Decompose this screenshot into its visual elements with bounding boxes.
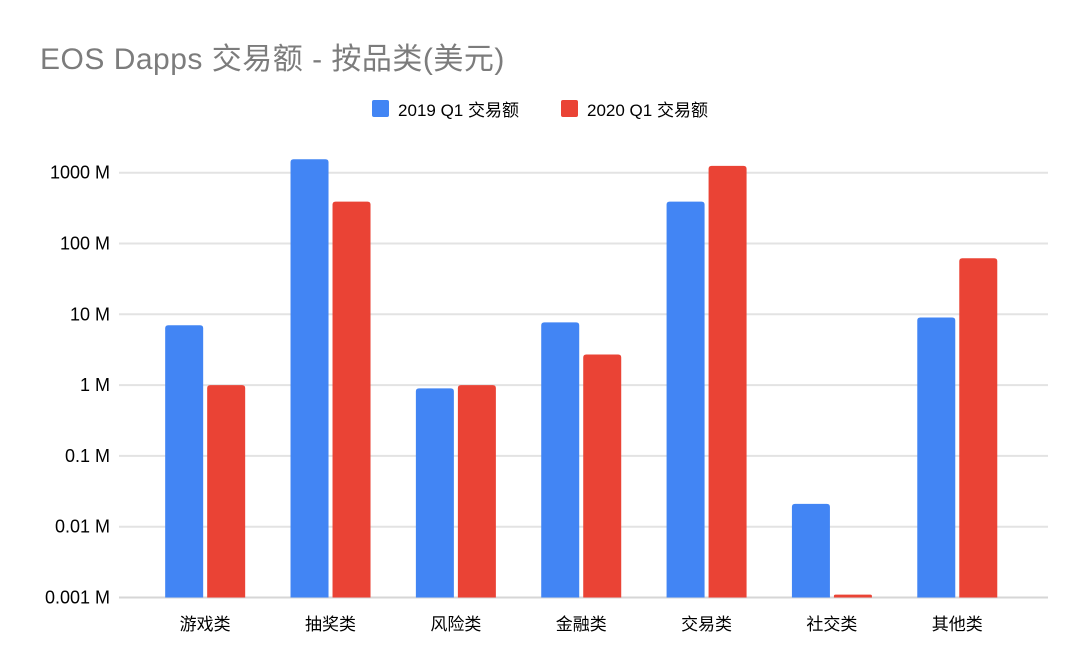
bar-2019-Q1-风险类[interactable]: [415, 388, 454, 598]
legend-item-2019-q1[interactable]: 2019 Q1 交易额: [372, 96, 519, 121]
legend-item-2020-q1[interactable]: 2020 Q1 交易额: [561, 96, 708, 121]
bar-2019-Q1-其他类[interactable]: [917, 317, 956, 598]
y-axis-tick-label: 0.01 M: [55, 517, 110, 537]
x-axis-category-label: 金融类: [556, 615, 607, 634]
legend-label: 2019 Q1 交易额: [398, 101, 519, 120]
bar-2020-Q1-风险类[interactable]: [457, 385, 496, 598]
y-axis-tick-label: 1 M: [80, 375, 110, 395]
legend-label: 2020 Q1 交易额: [587, 101, 708, 120]
chart-legend: 2019 Q1 交易额 2020 Q1 交易额: [0, 96, 1080, 121]
bar-2019-Q1-社交类[interactable]: [791, 503, 830, 598]
legend-swatch-blue-icon: [372, 100, 390, 117]
bar-2019-Q1-金融类[interactable]: [541, 322, 580, 598]
legend-swatch-red-icon: [561, 100, 578, 117]
y-axis-tick-label: 100 M: [60, 234, 110, 254]
x-axis-category-label: 抽奖类: [305, 615, 356, 634]
y-axis-tick-label: 10 M: [70, 304, 110, 324]
bar-2020-Q1-游戏类[interactable]: [207, 385, 246, 598]
y-axis-tick-label: 1000 M: [50, 163, 110, 183]
bar-2019-Q1-交易类[interactable]: [666, 201, 705, 598]
bar-2020-Q1-社交类[interactable]: [833, 594, 872, 598]
y-axis-tick-label: 0.001 M: [45, 588, 110, 608]
x-axis-category-label: 交易类: [681, 615, 732, 634]
bar-2020-Q1-金融类[interactable]: [583, 354, 622, 598]
bar-2020-Q1-其他类[interactable]: [959, 258, 998, 598]
x-axis-category-label: 社交类: [806, 615, 857, 634]
x-axis-category-label: 游戏类: [180, 615, 231, 634]
bar-2020-Q1-交易类[interactable]: [708, 165, 747, 598]
chart-title: EOS Dapps 交易额 - 按品类(美元): [40, 43, 505, 76]
x-axis-category-label: 风险类: [430, 615, 481, 634]
bar-2019-Q1-游戏类[interactable]: [165, 325, 204, 598]
bar-2020-Q1-抽奖类[interactable]: [332, 201, 371, 598]
y-axis-tick-label: 0.1 M: [65, 446, 110, 466]
bar-2019-Q1-抽奖类[interactable]: [290, 159, 329, 598]
x-axis-category-label: 其他类: [932, 615, 983, 634]
